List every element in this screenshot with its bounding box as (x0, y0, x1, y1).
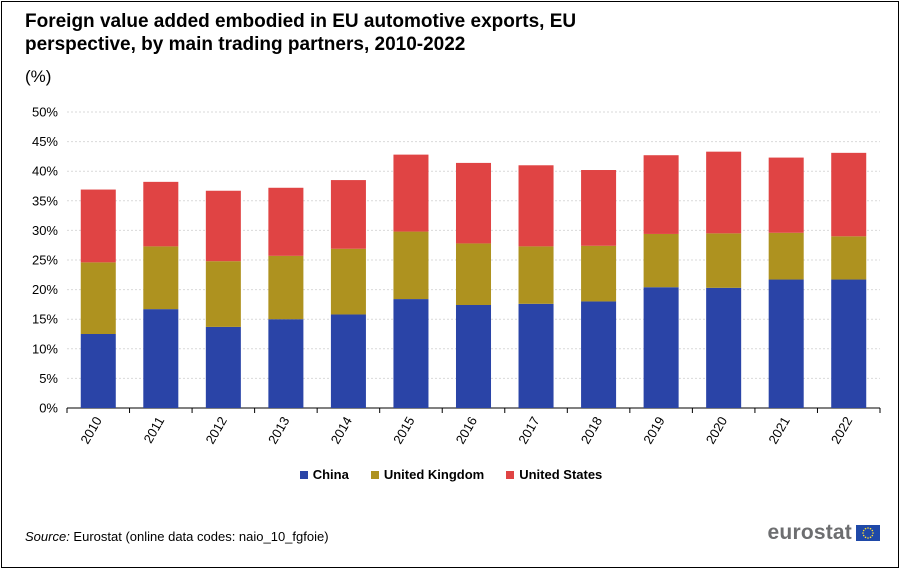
source-text: Eurostat (online data codes: naio_10_fgf… (69, 529, 329, 544)
legend-item-china: China (299, 467, 349, 482)
bar-united-kingdom-2021 (768, 232, 804, 280)
bar-united-kingdom-2011 (143, 246, 179, 310)
bar-china-2013 (268, 319, 304, 408)
legend-label-china: China (312, 467, 349, 482)
legend-label-united-kingdom: United Kingdom (383, 467, 485, 482)
bar-china-2017 (518, 303, 554, 408)
y-tick-label: 25% (32, 253, 58, 268)
y-tick-label: 5% (39, 371, 58, 386)
x-tick-label: 2020 (703, 414, 730, 447)
x-tick-label: 2019 (640, 414, 667, 447)
x-tick-label: 2011 (140, 414, 167, 446)
source-note: Source: Eurostat (online data codes: nai… (25, 529, 329, 544)
source-prefix: Source: (25, 529, 70, 544)
legend-swatch-united-kingdom (370, 470, 379, 479)
y-tick-label: 45% (32, 134, 58, 149)
chart-title: Foreign value added embodied in EU autom… (25, 11, 577, 55)
eurostat-logo: eurostat (768, 521, 880, 545)
x-tick-label: 2015 (390, 414, 417, 447)
bar-china-2022 (831, 279, 867, 408)
x-tick-label: 2010 (77, 414, 104, 447)
x-tick-label: 2012 (202, 414, 229, 447)
bar-united-states-2010 (80, 189, 116, 263)
bars (80, 151, 867, 408)
bar-china-2015 (393, 299, 429, 408)
bar-united-kingdom-2022 (831, 236, 867, 280)
bar-united-states-2012 (205, 190, 241, 262)
bar-united-states-2011 (143, 181, 179, 247)
legend-swatch-china (299, 470, 308, 479)
bar-united-kingdom-2013 (268, 255, 304, 320)
bar-united-states-2019 (643, 155, 679, 234)
y-tick-label: 30% (32, 223, 58, 238)
y-tick-label: 0% (39, 401, 58, 416)
bar-united-kingdom-2017 (518, 246, 554, 304)
bar-china-2010 (80, 334, 116, 408)
legend: China United Kingdom United States (0, 467, 902, 482)
bar-china-2014 (330, 314, 366, 408)
bar-united-states-2018 (581, 170, 617, 246)
bar-china-2020 (706, 287, 742, 408)
x-tick-label: 2018 (578, 414, 605, 447)
y-axis-ticks: 0% 5% 10% 15% 20% 25% 30% 35% 40% 45% 50% (32, 105, 58, 416)
x-tick-label: 2021 (765, 414, 792, 447)
legend-swatch-united-states (506, 470, 515, 479)
bar-china-2012 (205, 326, 241, 408)
bar-united-kingdom-2018 (581, 245, 617, 302)
bar-united-kingdom-2014 (330, 248, 366, 315)
bar-china-2018 (581, 301, 617, 408)
bar-united-states-2016 (455, 162, 492, 244)
legend-item-united-kingdom: United Kingdom (370, 467, 485, 482)
legend-label-united-states: United States (519, 467, 603, 482)
x-tick-label: 2014 (328, 414, 355, 447)
bar-united-kingdom-2010 (80, 262, 116, 334)
x-tick-label: 2016 (453, 414, 480, 447)
bar-united-kingdom-2012 (205, 261, 241, 327)
logo-wordmark: eurostat (767, 521, 852, 544)
bar-united-states-2013 (268, 187, 304, 256)
y-tick-label: 40% (32, 164, 58, 179)
bar-china-2019 (643, 287, 679, 408)
y-tick-label: 15% (32, 312, 58, 327)
x-tick-label: 2017 (515, 414, 542, 447)
y-tick-label: 10% (32, 341, 58, 356)
y-tick-label: 50% (32, 105, 58, 120)
bar-united-states-2017 (518, 165, 554, 247)
y-tick-label: 35% (32, 193, 58, 208)
bar-united-states-2015 (393, 154, 429, 232)
bar-china-2021 (768, 279, 804, 408)
bar-china-2016 (455, 304, 492, 408)
x-axis-ticks: 2010 2011 2012 2013 2014 2015 2016 2017 2018 2019… (66, 408, 881, 447)
legend-item-united-states: United States (506, 467, 602, 482)
unit-label: (%) (25, 67, 52, 86)
bar-united-states-2020 (706, 151, 742, 234)
x-tick-label: 2022 (828, 414, 855, 447)
bar-united-kingdom-2020 (706, 233, 742, 288)
bar-china-2011 (143, 309, 179, 408)
x-tick-label: 2013 (265, 414, 292, 447)
bar-united-kingdom-2016 (455, 243, 492, 305)
y-tick-label: 20% (32, 282, 58, 297)
bar-united-states-2022 (831, 152, 867, 237)
bar-united-kingdom-2019 (643, 233, 679, 288)
eu-flag-icon (856, 525, 880, 541)
bar-united-states-2014 (330, 180, 366, 249)
bar-chart: 0% 5% 10% 15% 20% 25% 30% 35% 40% 45% 50% 2010 2011… (32, 105, 881, 447)
bar-united-states-2021 (768, 157, 804, 233)
bar-united-kingdom-2015 (393, 231, 429, 300)
